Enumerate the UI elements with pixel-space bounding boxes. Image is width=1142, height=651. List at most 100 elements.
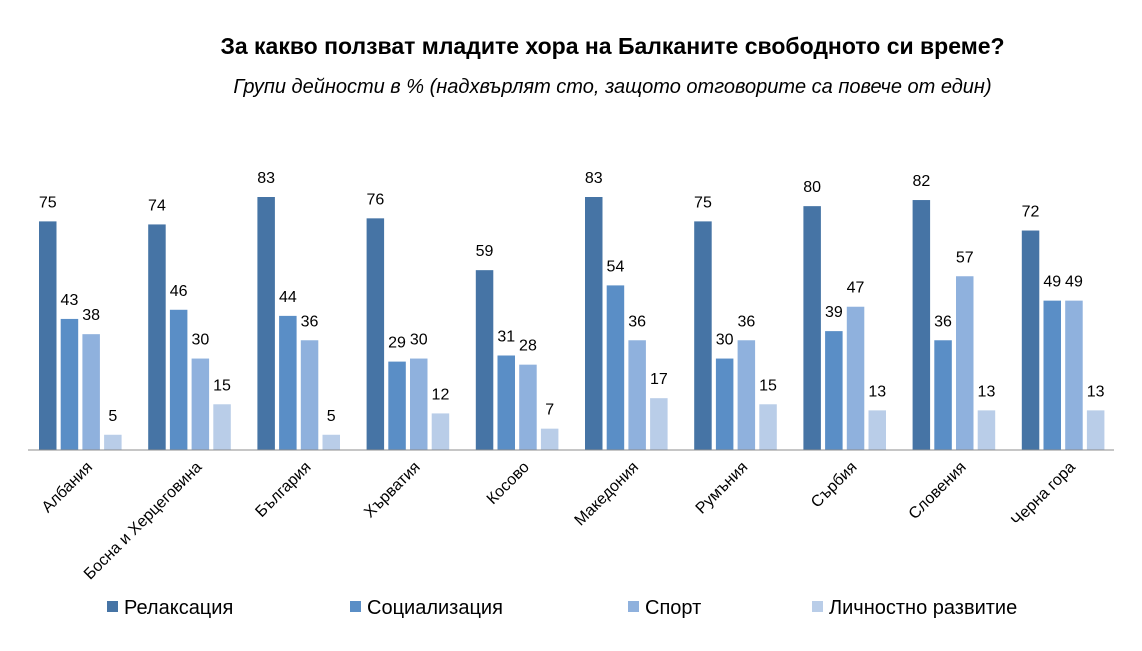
bar	[759, 404, 777, 450]
category-label: България	[253, 459, 315, 521]
data-label: 83	[257, 170, 275, 187]
bar	[519, 364, 537, 450]
data-label: 54	[607, 258, 625, 275]
bar	[475, 270, 494, 450]
category-label: Босна и Херцеговина	[81, 459, 205, 583]
data-label: 57	[956, 249, 974, 266]
chart-title: За какво ползват младите хора на Балкани…	[220, 33, 1005, 59]
data-label: 5	[108, 408, 117, 425]
bar	[1021, 230, 1040, 450]
bar	[322, 434, 340, 450]
bar	[868, 410, 886, 450]
data-label: 49	[1065, 274, 1083, 291]
bar	[300, 340, 319, 450]
bar	[694, 221, 712, 450]
data-label: 13	[1087, 383, 1105, 400]
data-label: 75	[39, 194, 57, 211]
bar	[585, 197, 603, 450]
bar	[650, 398, 668, 450]
bar	[628, 340, 646, 450]
bar	[1086, 410, 1105, 450]
category-label: Косово	[484, 459, 533, 508]
bar	[737, 340, 756, 450]
category-label: Словения	[906, 459, 970, 523]
data-label: 30	[191, 332, 209, 349]
data-label: 80	[803, 179, 821, 196]
legend-label: Социализация	[367, 597, 503, 619]
bar	[366, 218, 385, 450]
bar	[540, 428, 559, 450]
data-label: 15	[213, 377, 231, 394]
data-label: 13	[868, 383, 886, 400]
bar	[977, 410, 996, 450]
data-label: 82	[912, 173, 930, 190]
data-label: 31	[497, 329, 515, 346]
data-label: 47	[847, 280, 865, 297]
bar	[82, 334, 100, 450]
category-label: Сърбия	[808, 459, 860, 511]
bar	[1043, 300, 1061, 450]
bar	[912, 200, 931, 450]
data-label: 12	[432, 386, 450, 403]
category-label: Албания	[39, 459, 96, 516]
bar	[104, 434, 122, 450]
data-label: 36	[301, 313, 319, 330]
bar	[257, 197, 275, 450]
data-label: 59	[476, 243, 494, 260]
legend-swatch	[812, 601, 823, 612]
data-label: 15	[759, 377, 777, 394]
data-label: 44	[279, 289, 297, 306]
bar	[956, 276, 974, 450]
category-label: Черна гора	[1008, 459, 1079, 530]
data-label: 7	[545, 402, 554, 419]
bar	[279, 315, 297, 450]
bar	[934, 340, 952, 450]
bar	[846, 306, 865, 450]
bar	[825, 331, 843, 450]
legend: Релаксация Социализация Спорт Личностно раз…	[107, 597, 1017, 619]
legend-swatch	[350, 601, 361, 612]
data-label: 49	[1043, 274, 1061, 291]
data-label: 5	[327, 408, 336, 425]
bar	[169, 309, 188, 450]
data-label: 30	[716, 332, 734, 349]
legend-swatch	[628, 601, 639, 612]
category-label: Хърватия	[361, 459, 423, 521]
legend-label: Личностно развитие	[829, 597, 1017, 619]
data-label: 39	[825, 304, 843, 321]
data-label: 28	[519, 338, 537, 355]
data-label: 43	[61, 292, 79, 309]
bar	[606, 285, 625, 450]
bar	[1065, 300, 1083, 450]
legend-label: Спорт	[645, 597, 701, 619]
bar	[410, 358, 428, 450]
data-label: 36	[628, 313, 646, 330]
bars-group	[39, 197, 1105, 450]
bar	[39, 221, 57, 450]
bar	[803, 206, 821, 450]
bar	[60, 318, 79, 450]
data-label: 13	[978, 383, 996, 400]
bar	[388, 361, 406, 450]
legend-swatch	[107, 601, 118, 612]
bar	[431, 413, 450, 450]
bar	[497, 355, 515, 450]
bar	[191, 358, 210, 450]
data-label: 72	[1022, 204, 1040, 221]
data-label: 36	[737, 313, 755, 330]
data-label: 17	[650, 371, 668, 388]
data-label: 74	[148, 197, 166, 214]
data-label: 76	[366, 191, 384, 208]
data-label: 29	[388, 335, 406, 352]
category-label: Македония	[572, 459, 643, 530]
data-label: 46	[170, 283, 188, 300]
chart-subtitle: Групи дейности в % (надхвърлят сто, защо…	[233, 76, 992, 98]
data-label: 75	[694, 194, 712, 211]
data-label: 30	[410, 332, 428, 349]
data-label: 83	[585, 170, 603, 187]
category-label: Румъния	[693, 459, 752, 518]
bar	[148, 224, 166, 450]
